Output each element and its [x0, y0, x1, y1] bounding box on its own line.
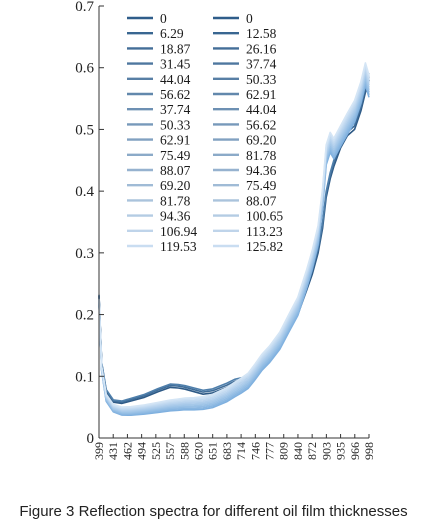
- legend-label: 69.20: [160, 178, 191, 193]
- y-tick-label: 0.2: [75, 308, 94, 324]
- series-line-dark-3: [98, 73, 370, 402]
- x-tick-label: 714: [234, 442, 248, 460]
- series-line-light-1: [98, 84, 370, 416]
- legend-label: 75.49: [246, 178, 277, 193]
- legend-label: 6.29: [160, 26, 184, 41]
- x-tick-label: 651: [206, 442, 220, 460]
- legend-label: 0: [246, 11, 253, 26]
- x-tick-label: 431: [106, 442, 120, 460]
- series-line-light-6: [98, 71, 370, 412]
- legend-label: 94.36: [246, 163, 277, 178]
- reflection-spectra-chart: 0 0.1 0.2 0.3 0.4 0.5 0.6 0.7 399 431 462 494 525 557…: [75, 0, 376, 460]
- y-tick-label: 0: [87, 431, 95, 447]
- x-tick-label: 525: [149, 442, 163, 460]
- series-line-light-2: [98, 81, 370, 416]
- legend-label: 37.74: [246, 57, 277, 72]
- y-tick-label: 0.6: [75, 61, 94, 77]
- legend-label: 62.91: [160, 133, 190, 148]
- legend-label: 44.04: [160, 72, 191, 87]
- legend-label: 56.62: [160, 87, 190, 102]
- legend-label: 56.62: [246, 117, 276, 132]
- y-tick-label: 0.5: [75, 122, 94, 138]
- x-tick-label: 935: [334, 442, 348, 460]
- x-tick-label: 462: [120, 442, 134, 460]
- legend-label: 81.78: [246, 148, 277, 163]
- x-tick-label: 588: [177, 442, 191, 460]
- x-tick-label: 746: [248, 442, 262, 460]
- legend-label: 81.78: [160, 193, 191, 208]
- legend-label: 100.65: [246, 209, 283, 224]
- legend-label: 12.58: [246, 26, 277, 41]
- x-tick-label: 557: [163, 442, 177, 460]
- legend-label: 18.87: [160, 41, 191, 56]
- series-line-light-3: [98, 79, 370, 415]
- legend-label: 50.33: [160, 117, 191, 132]
- legend-label: 0: [160, 11, 167, 26]
- legend-label: 31.45: [160, 57, 191, 72]
- legend-label: 50.33: [246, 72, 277, 87]
- x-tick-label: 620: [191, 442, 205, 460]
- series-layer: [98, 62, 370, 416]
- axes-layer: 0 0.1 0.2 0.3 0.4 0.5 0.6 0.7 399 431 462 494 525 557…: [75, 0, 376, 460]
- legend-label: 69.20: [246, 133, 277, 148]
- legend-label: 119.53: [160, 239, 197, 254]
- x-tick-label: 809: [277, 442, 291, 460]
- x-tick-label: 840: [291, 442, 305, 460]
- series-line-light-5: [98, 74, 370, 413]
- series-line-light-10: [98, 62, 370, 408]
- y-tick-label: 0.4: [75, 184, 94, 200]
- x-tick-label: 777: [263, 442, 277, 460]
- figure-caption: Figure 3 Reflection spectra for differen…: [19, 503, 408, 520]
- x-tick-label: 683: [220, 442, 234, 460]
- legend: 06.2918.8731.4544.0456.6237.7450.3362.91…: [127, 11, 283, 254]
- legend-label: 44.04: [246, 102, 277, 117]
- series-line-light-7: [98, 69, 370, 411]
- y-tick-label: 0.1: [75, 369, 94, 385]
- legend-label: 94.36: [160, 209, 191, 224]
- legend-label: 88.07: [246, 193, 277, 208]
- x-tick-label: 966: [348, 442, 362, 460]
- legend-label: 106.94: [160, 224, 197, 239]
- x-tick-label: 903: [319, 442, 333, 460]
- legend-label: 88.07: [160, 163, 191, 178]
- series-line-dark-1: [98, 79, 370, 405]
- x-tick-label: 872: [305, 442, 319, 460]
- legend-label: 75.49: [160, 148, 191, 163]
- legend-label: 37.74: [160, 102, 191, 117]
- series-line-light-8: [98, 67, 370, 410]
- y-tick-label: 0.7: [75, 0, 94, 15]
- x-tick-label: 399: [92, 442, 106, 460]
- x-tick-label: 998: [362, 442, 376, 460]
- legend-label: 62.91: [246, 87, 276, 102]
- legend-label: 26.16: [246, 41, 277, 56]
- legend-label: 125.82: [246, 239, 283, 254]
- legend-label: 113.23: [246, 224, 283, 239]
- y-tick-label: 0.3: [75, 246, 94, 262]
- x-tick-label: 494: [135, 442, 149, 460]
- series-line-light-9: [98, 64, 370, 409]
- series-line-light-4: [98, 76, 370, 414]
